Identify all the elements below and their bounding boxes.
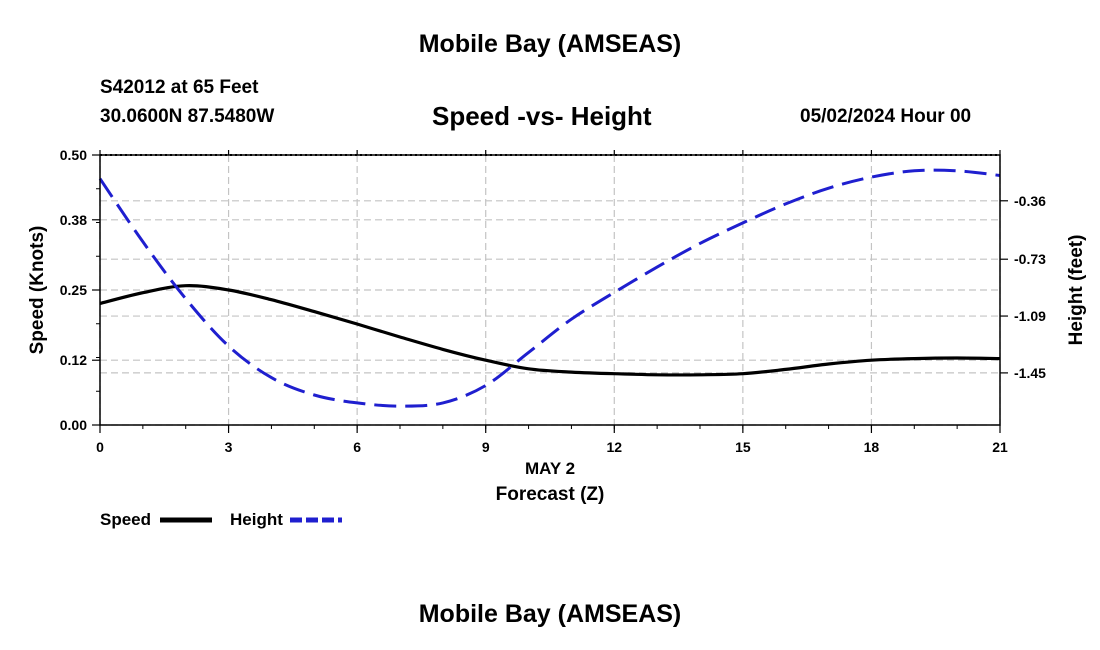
station-label: S42012 at 65 Feet <box>100 77 259 98</box>
series-layer <box>98 168 1001 408</box>
coordinates-label: 30.0600N 87.5480W <box>100 106 275 127</box>
legend-label-height: Height <box>230 510 283 529</box>
x-tick-label: 0 <box>96 439 104 455</box>
x-tick-label: 3 <box>225 439 233 455</box>
x-tick-label: 6 <box>353 439 361 455</box>
main-title: Mobile Bay (AMSEAS) <box>418 30 682 58</box>
x-tick-label: 12 <box>606 439 622 455</box>
y-axis-right-label: Height (feet) <box>1066 235 1087 346</box>
legend-label-speed: Speed <box>100 510 151 529</box>
y-right-tick-label: -1.09 <box>1014 308 1046 324</box>
y-left-tick-label: 0.00 <box>60 417 87 433</box>
y-left-tick-label: 0.25 <box>60 282 87 298</box>
x-axis-date-label: MAY 2 <box>525 459 575 478</box>
y-right-tick-label: -1.45 <box>1014 365 1046 381</box>
x-tick-label: 9 <box>482 439 490 455</box>
x-axis-label: Forecast (Z) <box>496 484 605 505</box>
datetime-label: 05/02/2024 Hour 00 <box>800 106 972 127</box>
y-right-tick-label: -0.36 <box>1014 193 1046 209</box>
y-left-tick-label: 0.38 <box>60 212 87 228</box>
tick-labels: 0 3 6 9 12 15 18 21 0.00 0.12 0.25 0.38 0.50 -0.36 -0.… <box>60 147 1046 455</box>
y-axis-left-label: Speed (Knots) <box>27 226 48 355</box>
series-line-height <box>98 168 1001 408</box>
series-line-speed <box>99 284 1001 377</box>
x-tick-label: 15 <box>735 439 751 455</box>
ticks <box>92 150 1008 433</box>
x-tick-label: 18 <box>864 439 880 455</box>
footer-title: Mobile Bay (AMSEAS) <box>418 600 682 628</box>
y-left-tick-label: 0.50 <box>60 147 87 163</box>
y-left-tick-label: 0.12 <box>60 352 87 368</box>
legend: Speed Height <box>100 510 342 529</box>
y-right-tick-label: -0.73 <box>1014 251 1046 267</box>
chart-subtitle: Speed -vs- Height <box>432 101 652 131</box>
x-tick-label: 21 <box>992 439 1008 455</box>
